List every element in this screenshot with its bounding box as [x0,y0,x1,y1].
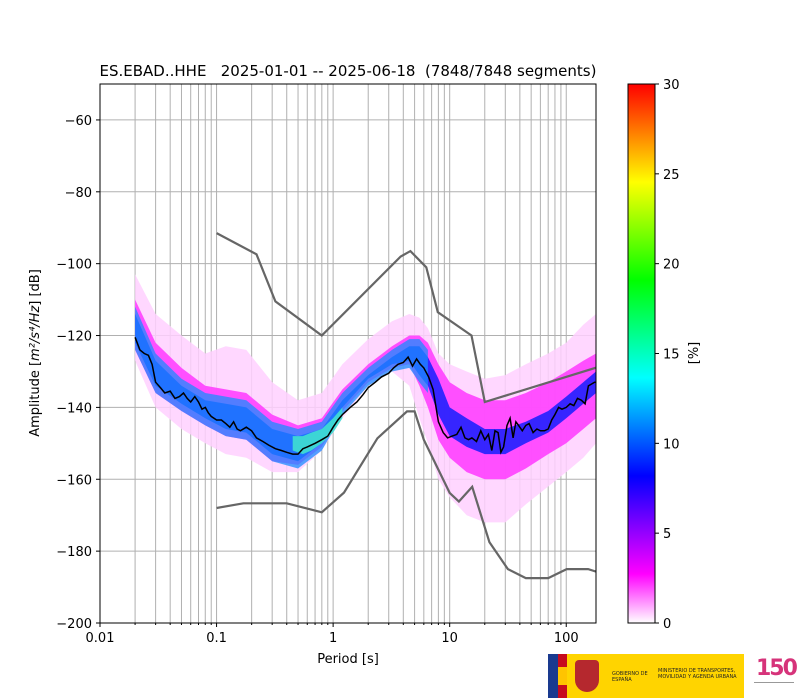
coat-of-arms-icon [575,660,599,692]
y-tick-label: −100 [56,258,92,273]
y-tick-label: −80 [65,186,92,201]
x-tick-label: 100 [554,631,579,646]
y-axis-label-suffix: ] [dB] [28,269,43,306]
y-axis-label: Amplitude [m²/s⁴/Hz] [dB] [28,269,43,437]
chart-title: ES.EBAD..HHE 2025-01-01 -- 2025-06-18 (7… [100,62,597,80]
government-label: GOBIERNO DE ESPAÑA [612,671,648,683]
y-tick-label: −140 [56,401,92,416]
high-noise-model-line [216,232,596,404]
x-tick-label: 10 [441,631,458,646]
footer-logos: GOBIERNO DE ESPAÑA MINISTERIO DE TRANSPO… [548,652,800,700]
colorbar [627,83,656,624]
anniversary-number: 150 [756,656,798,681]
x-tick-label: 1 [329,631,337,646]
colorbar-tick-label: 15 [663,348,680,363]
colorbar-tick-label: 10 [663,437,680,452]
colorbar-tick-label: 5 [663,527,671,542]
y-tick-label: −180 [56,545,92,560]
ministry-label: MINISTERIO DE TRANSPORTES, MOVILIDAD Y A… [658,668,737,680]
x-tick-label: 0.1 [206,631,227,646]
density-band-lightblue [135,306,428,469]
y-axis-label-units: m²/s⁴/Hz [28,305,43,361]
x-tick-label: 0.01 [86,631,115,646]
colorbar-tick-label: 25 [663,168,680,183]
y-tick-label: −60 [65,114,92,129]
y-axis-label-prefix: Amplitude [ [28,361,43,437]
y-axis-ticks: −60 −80 −100 −120 −140 −160 −180 −200 [56,114,100,632]
y-tick-label: −120 [56,330,92,345]
low-noise-model-line [216,410,596,580]
plot-frame [99,83,597,624]
mode-line [134,337,596,455]
x-axis-ticks: 0.01 0.1 1 10 100 [86,623,579,646]
colorbar-ticks: 0 5 10 15 20 25 30 [655,78,680,632]
mode-line-group [134,337,596,455]
x-axis-label: Period [s] [317,652,379,667]
government-logo: GOBIERNO DE ESPAÑA MINISTERIO DE TRANSPO… [548,654,744,698]
colorbar-tick-label: 20 [663,258,680,273]
colorbar-label: [%] [687,342,702,365]
noise-models [216,232,596,580]
y-tick-label: −160 [56,473,92,488]
density-band-peak [292,407,343,455]
eu-flag-icon [548,654,558,698]
anniversary-subline [754,682,794,693]
colorbar-tick-label: 30 [663,78,680,93]
anniversary-logo: 150 [754,656,798,696]
density-band [135,274,596,523]
y-tick-label: −200 [56,617,92,632]
spain-flag-icon [558,654,567,698]
colorbar-tick-label: 0 [663,617,671,632]
